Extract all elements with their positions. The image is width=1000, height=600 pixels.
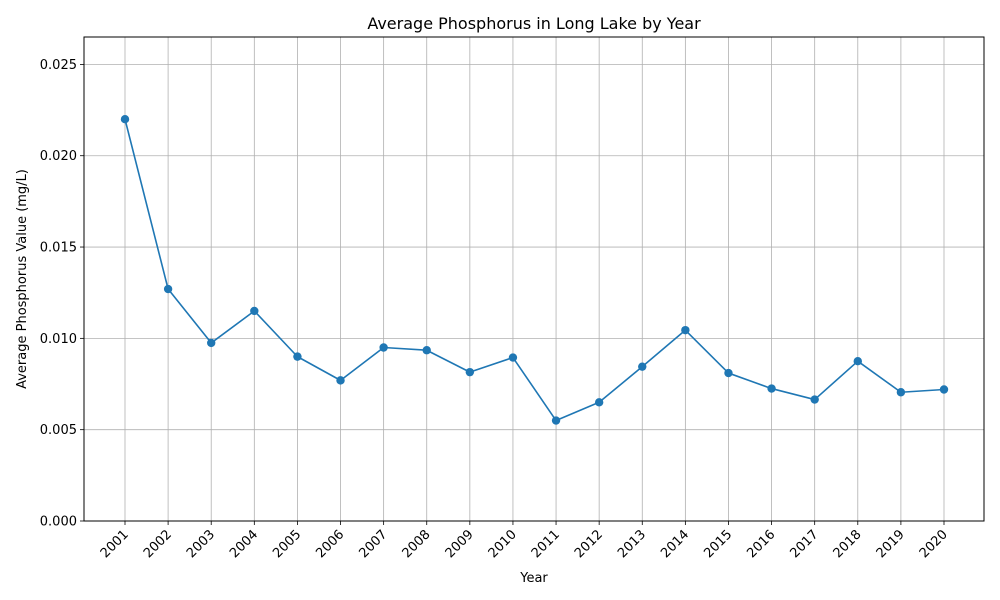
x-tick-label: 2003	[184, 527, 218, 561]
x-tick-label: 2001	[98, 527, 132, 561]
data-point	[336, 376, 345, 385]
data-point	[638, 362, 647, 371]
data-point	[465, 367, 475, 377]
y-axis-ticks: 0.000 0.005 0.010 0.015 0.020 0.025	[40, 58, 84, 530]
data-point	[594, 398, 604, 407]
data-point	[250, 306, 259, 316]
data-point	[551, 416, 561, 425]
plot-frame	[83, 36, 985, 522]
x-tick-label: 2015	[701, 527, 735, 561]
x-tick-label: 2013	[615, 527, 649, 561]
series-markers	[120, 114, 949, 425]
y-tick-label: 0.015	[40, 241, 77, 256]
x-tick-label: 2007	[356, 527, 390, 561]
x-tick-label: 2002	[141, 527, 175, 561]
x-tick-label: 2018	[831, 527, 865, 561]
data-point	[508, 353, 518, 362]
x-tick-label: 2014	[658, 527, 692, 561]
y-tick-label: 0.005	[40, 423, 77, 438]
y-tick-label: 0.010	[40, 332, 77, 347]
x-tick-label: 2004	[227, 527, 261, 561]
series-line-layer	[124, 118, 945, 422]
data-point	[724, 368, 733, 378]
grid	[84, 37, 984, 522]
x-tick-label: 2016	[744, 527, 778, 561]
data-point	[939, 385, 949, 394]
data-point	[810, 395, 819, 404]
x-tick-label: 2011	[529, 527, 563, 561]
y-tick-label: 0.020	[40, 149, 77, 164]
data-point	[422, 346, 431, 355]
x-tick-label: 2020	[917, 527, 951, 561]
data-point	[163, 284, 173, 294]
data-point	[767, 384, 776, 393]
x-tick-label: 2009	[443, 527, 477, 561]
data-point	[120, 114, 130, 124]
x-tick-label: 2010	[486, 527, 520, 561]
data-point	[379, 343, 388, 352]
x-tick-label: 2017	[788, 527, 822, 561]
data-point	[896, 388, 906, 397]
chart-title: Average Phosphorus in Long Lake by Year	[367, 14, 701, 33]
x-tick-label: 2019	[874, 527, 908, 561]
x-tick-label: 2005	[270, 527, 304, 561]
data-point	[853, 356, 862, 366]
y-tick-label: 0.000	[40, 515, 77, 530]
x-tick-label: 2012	[572, 527, 606, 561]
data-point	[293, 352, 302, 361]
y-axis-title: Average Phosphorus Value (mg/L)	[15, 169, 30, 389]
y-tick-label: 0.025	[40, 58, 77, 73]
x-axis-ticks: 2001 2002 2003 2004 2005 2006 2007 2008 2009 2010…	[98, 521, 951, 561]
x-tick-label: 2008	[400, 527, 434, 561]
data-point	[681, 325, 690, 335]
data-point	[207, 338, 216, 348]
x-tick-label: 2006	[313, 527, 347, 561]
x-axis-title: Year	[519, 571, 548, 586]
series-line	[124, 118, 945, 422]
